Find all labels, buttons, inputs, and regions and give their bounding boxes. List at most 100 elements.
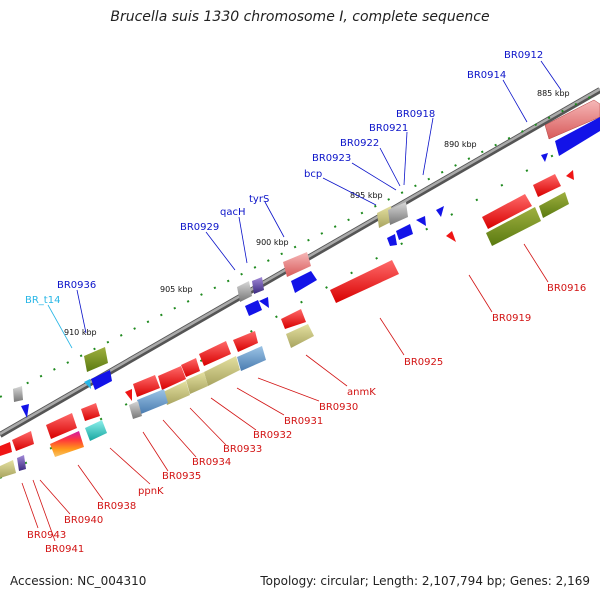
gene-br0935-cds[interactable] [133, 375, 160, 397]
label-anmk[interactable]: anmK [347, 387, 376, 398]
reverse-strand-features [0, 170, 574, 478]
accession-text: Accession: NC_004310 [10, 574, 147, 588]
map-title: Brucella suis 1330 chromosome I, complet… [110, 9, 490, 25]
gene-br0941-cds[interactable] [12, 431, 34, 451]
gene-br0929-cds[interactable] [245, 300, 262, 316]
gene-br0930-block[interactable] [237, 346, 266, 371]
leader-br0912 [540, 60, 562, 91]
label-qach[interactable]: qacH [220, 207, 246, 218]
label-br0931[interactable]: BR0931 [284, 416, 323, 427]
gene-br0940-cds[interactable] [46, 413, 77, 439]
forward-strand-features [13, 99, 600, 418]
label-br0921[interactable]: BR0921 [369, 123, 408, 134]
label-br0933[interactable]: BR0933 [223, 444, 262, 455]
gene-left-gray-block[interactable] [13, 386, 23, 402]
label-br0918[interactable]: BR0918 [396, 109, 435, 120]
leader-br0940 [39, 479, 71, 515]
gene-anmk-cds[interactable] [281, 309, 306, 329]
gene-br-t14-rna[interactable] [84, 379, 91, 389]
label-br0929[interactable]: BR0929 [180, 222, 219, 233]
label-br0938[interactable]: BR0938 [97, 501, 136, 512]
gene-br0940-block[interactable] [50, 431, 84, 457]
gene-br0923-cds[interactable] [387, 234, 397, 246]
gene-br0914-cds[interactable] [541, 153, 548, 162]
gene-br0933-block[interactable] [186, 372, 208, 394]
label-br0940[interactable]: BR0940 [64, 515, 103, 526]
gene-br0936-cds[interactable] [91, 370, 112, 390]
forward-gene-labels: BR0912 BR0914 BR0918 BR0921 BR0922 BR092… [25, 50, 543, 306]
tick-885-kbp: 885 kbp [537, 89, 570, 98]
reverse-gene-labels: BR0916 BR0919 BR0925 anmK BR0930 BR0931 … [27, 283, 586, 555]
label-br0932[interactable]: BR0932 [253, 430, 292, 441]
gene-br0919-block[interactable] [486, 207, 541, 246]
leader-br0935 [142, 431, 169, 472]
label-tyrs[interactable]: tyrS [249, 194, 269, 205]
label-br0916[interactable]: BR0916 [547, 283, 586, 294]
gene-qach-block[interactable] [237, 281, 252, 302]
leader-br0936 [76, 289, 87, 334]
gene-anmk-block[interactable] [286, 324, 314, 348]
gene-br0942-block[interactable] [17, 455, 26, 471]
gene-br0935-block[interactable] [137, 389, 168, 414]
label-br0925[interactable]: BR0925 [404, 357, 443, 368]
gene-br0912-cds[interactable] [555, 117, 600, 156]
label-br0912[interactable]: BR0912 [504, 50, 543, 61]
gene-br0936-block[interactable] [84, 347, 108, 372]
gene-br0934-cds[interactable] [158, 366, 186, 390]
label-ppnk[interactable]: ppnK [138, 486, 164, 497]
gene-ppnk-block[interactable] [129, 401, 142, 419]
gene-ppnk-cds[interactable] [125, 389, 132, 401]
leader-bcp [322, 177, 377, 206]
gene-br0919b-cds[interactable] [446, 231, 456, 242]
gene-qach-dark[interactable] [252, 277, 264, 294]
gene-tyrs-rna[interactable] [283, 252, 311, 277]
leader-br0934 [162, 419, 197, 458]
gene-left-arrow-cds[interactable] [21, 404, 29, 418]
label-br0923[interactable]: BR0923 [312, 153, 351, 164]
gene-br0931-cds[interactable] [199, 341, 231, 366]
gene-br0938-block[interactable] [85, 420, 107, 441]
label-br0934[interactable]: BR0934 [192, 457, 231, 468]
gene-br0916-block[interactable] [539, 192, 569, 218]
label-br0930[interactable]: BR0930 [319, 402, 358, 413]
gene-br0933-cds[interactable] [181, 358, 200, 377]
gene-br0941-block[interactable] [0, 460, 16, 478]
gene-br0916b-cds[interactable] [566, 170, 574, 180]
gene-br0912-rna[interactable] [544, 99, 600, 140]
leader-br0941 [32, 479, 56, 542]
gene-br0932-block[interactable] [204, 356, 240, 386]
gene-br0925-cds[interactable] [330, 260, 399, 303]
gene-br0938-cds[interactable] [81, 403, 100, 421]
label-br0914[interactable]: BR0914 [467, 70, 506, 81]
gene-br0919-cds[interactable] [482, 194, 532, 229]
kbp-ruler [0, 91, 600, 398]
leader-br0921 [403, 131, 408, 186]
leader-br0914 [502, 79, 528, 123]
gene-bcp-dark[interactable] [388, 202, 408, 225]
gene-br0916-cds[interactable] [533, 174, 561, 197]
gene-br0921-cds[interactable] [416, 216, 426, 226]
label-br0935[interactable]: BR0935 [162, 471, 201, 482]
label-br0922[interactable]: BR0922 [340, 138, 379, 149]
leader-br0943 [21, 482, 39, 529]
label-br-t14[interactable]: BR_t14 [25, 295, 60, 306]
leader-br-t14 [47, 304, 73, 349]
label-br0943[interactable]: BR0943 [27, 530, 66, 541]
gene-br0929b-cds[interactable] [259, 297, 269, 308]
gene-br0922-cds[interactable] [396, 224, 413, 240]
tick-895-kbp: 895 kbp [350, 191, 383, 200]
tick-900-kbp: 900 kbp [256, 238, 289, 247]
gene-br0934-block[interactable] [163, 381, 190, 405]
leader-br0932 [210, 397, 257, 431]
leader-br0925 [379, 317, 405, 356]
label-br0936[interactable]: BR0936 [57, 280, 96, 291]
gene-br0943-cds[interactable] [0, 442, 12, 456]
label-bcp[interactable]: bcp [304, 169, 322, 180]
label-br0919[interactable]: BR0919 [492, 313, 531, 324]
gene-tyrs-cds[interactable] [291, 271, 317, 293]
leader-br0929 [205, 231, 236, 271]
gene-br0918-cds[interactable] [436, 206, 444, 217]
label-br0941[interactable]: BR0941 [45, 544, 84, 555]
gene-br0930-cds[interactable] [233, 331, 258, 352]
